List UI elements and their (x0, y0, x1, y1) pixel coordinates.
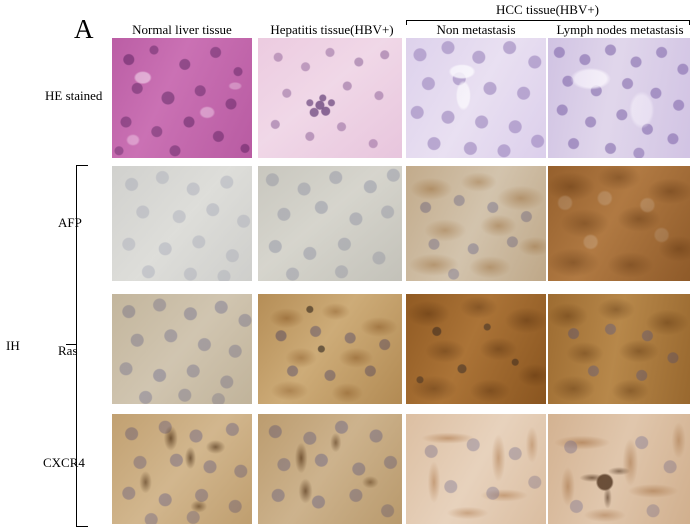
panel-letter: A (74, 14, 94, 44)
group-header-rule (406, 20, 690, 25)
micrograph-afp-normal-liver (112, 166, 252, 281)
micrograph-cxcr4-non-metastasis (406, 414, 546, 524)
micrograph-he-lymph-metastasis (548, 38, 690, 158)
micrograph-ras-hepatitis (258, 294, 402, 404)
row-label-cxcr4: CXCR4 (43, 455, 85, 470)
row-label-afp: AFP (58, 215, 82, 230)
row-group-label-ih: IH (6, 338, 20, 353)
micrograph-he-hepatitis (258, 38, 402, 158)
column-header-normal-liver: Normal liver tissue (132, 22, 232, 37)
micrograph-he-non-metastasis (406, 38, 546, 158)
micrograph-cxcr4-normal-liver (112, 414, 252, 524)
ih-bracket (76, 165, 88, 527)
micrograph-afp-hepatitis (258, 166, 402, 281)
micrograph-afp-non-metastasis (406, 166, 546, 281)
group-header-hcc: HCC tissue(HBV+) (495, 2, 600, 17)
column-header-non-metastasis: Non metastasis (436, 22, 516, 37)
micrograph-he-normal-liver (112, 38, 252, 158)
micrograph-cxcr4-lymph-metastasis (548, 414, 690, 524)
micrograph-afp-lymph-metastasis (548, 166, 690, 281)
row-label-ras: Ras (58, 343, 78, 358)
micrograph-ras-normal-liver (112, 294, 252, 404)
micrograph-ras-non-metastasis (406, 294, 546, 404)
ih-bracket-tick (66, 344, 77, 346)
column-header-lymph-nodes-metastasis: Lymph nodes metastasis (556, 22, 684, 37)
micrograph-ras-lymph-metastasis (548, 294, 690, 404)
column-header-hepatitis: Hepatitis tissue(HBV+) (270, 22, 394, 37)
row-label-he-stained: HE stained (45, 88, 103, 103)
micrograph-cxcr4-hepatitis (258, 414, 402, 524)
